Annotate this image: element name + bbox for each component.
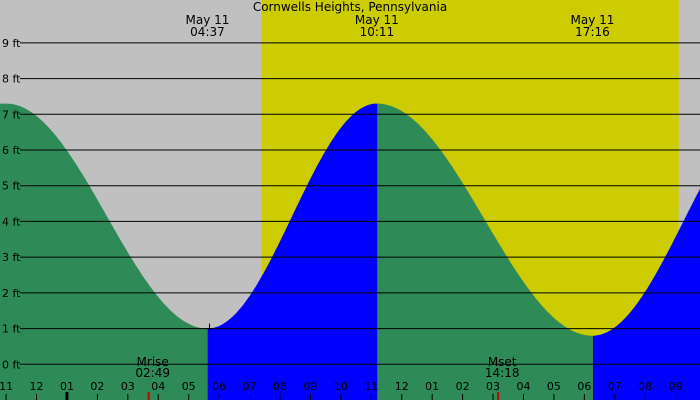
- x-hour-label-2: 01: [60, 380, 74, 393]
- y-tick-label-4: 4 ft: [2, 215, 21, 228]
- rising-tide-area-3: [592, 188, 700, 400]
- y-tick-label-1: 1 ft: [2, 323, 21, 336]
- moon-time-1: 14:18: [485, 366, 520, 380]
- falling-tide-area-2: [377, 103, 593, 400]
- tide-event-time-2: 17:16: [575, 25, 610, 39]
- x-hour-label-6: 05: [182, 380, 196, 393]
- tide-event-date-1: May 11: [355, 13, 399, 27]
- y-tick-label-3: 3 ft: [2, 251, 21, 264]
- moon-label-0: Mrise: [137, 355, 169, 369]
- x-hour-label-10: 09: [303, 380, 317, 393]
- x-hour-label-21: 08: [638, 380, 652, 393]
- moon-time-0: 02:49: [135, 366, 170, 380]
- x-hour-label-15: 02: [456, 380, 470, 393]
- x-hour-label-0: 11: [0, 380, 13, 393]
- tide-event-time-1: 10:11: [360, 25, 395, 39]
- x-hour-label-13: 12: [395, 380, 409, 393]
- chart-title: Cornwells Heights, Pennsylvania: [253, 0, 447, 14]
- x-hour-label-12: 11: [364, 380, 378, 393]
- x-hour-label-8: 07: [243, 380, 257, 393]
- falling-tide-area-0: [0, 103, 208, 400]
- gridlines: [20, 42, 700, 365]
- tide-event-date-2: May 11: [571, 13, 615, 27]
- y-tick-label-7: 7 ft: [2, 108, 21, 121]
- tide-event-time-0: 04:37: [190, 25, 225, 39]
- x-hour-label-19: 06: [577, 380, 591, 393]
- y-tick-label-5: 5 ft: [2, 180, 21, 193]
- labels: 0 ft 1 ft 2 ft 3 ft 4 ft 5 ft 6 ft 7 ft 8 ft 9 ft…: [0, 13, 683, 400]
- x-hour-label-16: 03: [486, 380, 500, 393]
- x-hour-label-17: 04: [516, 380, 530, 393]
- x-hour-label-5: 04: [151, 380, 165, 393]
- rising-tide-area-1: [207, 103, 378, 400]
- x-hour-label-20: 07: [608, 380, 622, 393]
- x-hour-label-3: 02: [90, 380, 104, 393]
- y-tick-label-2: 2 ft: [2, 287, 21, 300]
- x-hour-label-9: 08: [273, 380, 287, 393]
- x-hour-label-7: 06: [212, 380, 226, 393]
- moon-label-1: Mset: [488, 355, 517, 369]
- x-hour-label-4: 03: [121, 380, 135, 393]
- y-tick-label-0: 0 ft: [2, 358, 21, 371]
- x-hour-label-18: 05: [547, 380, 561, 393]
- y-tick-label-9: 9 ft: [2, 37, 21, 50]
- x-hour-label-14: 01: [425, 380, 439, 393]
- x-hour-label-1: 12: [30, 380, 44, 393]
- tide-areas: [0, 103, 700, 400]
- x-hour-label-22: 09: [669, 380, 683, 393]
- y-tick-label-6: 6 ft: [2, 144, 21, 157]
- x-hour-label-11: 10: [334, 380, 348, 393]
- tide-event-date-0: May 11: [186, 13, 230, 27]
- y-tick-label-8: 8 ft: [2, 73, 21, 86]
